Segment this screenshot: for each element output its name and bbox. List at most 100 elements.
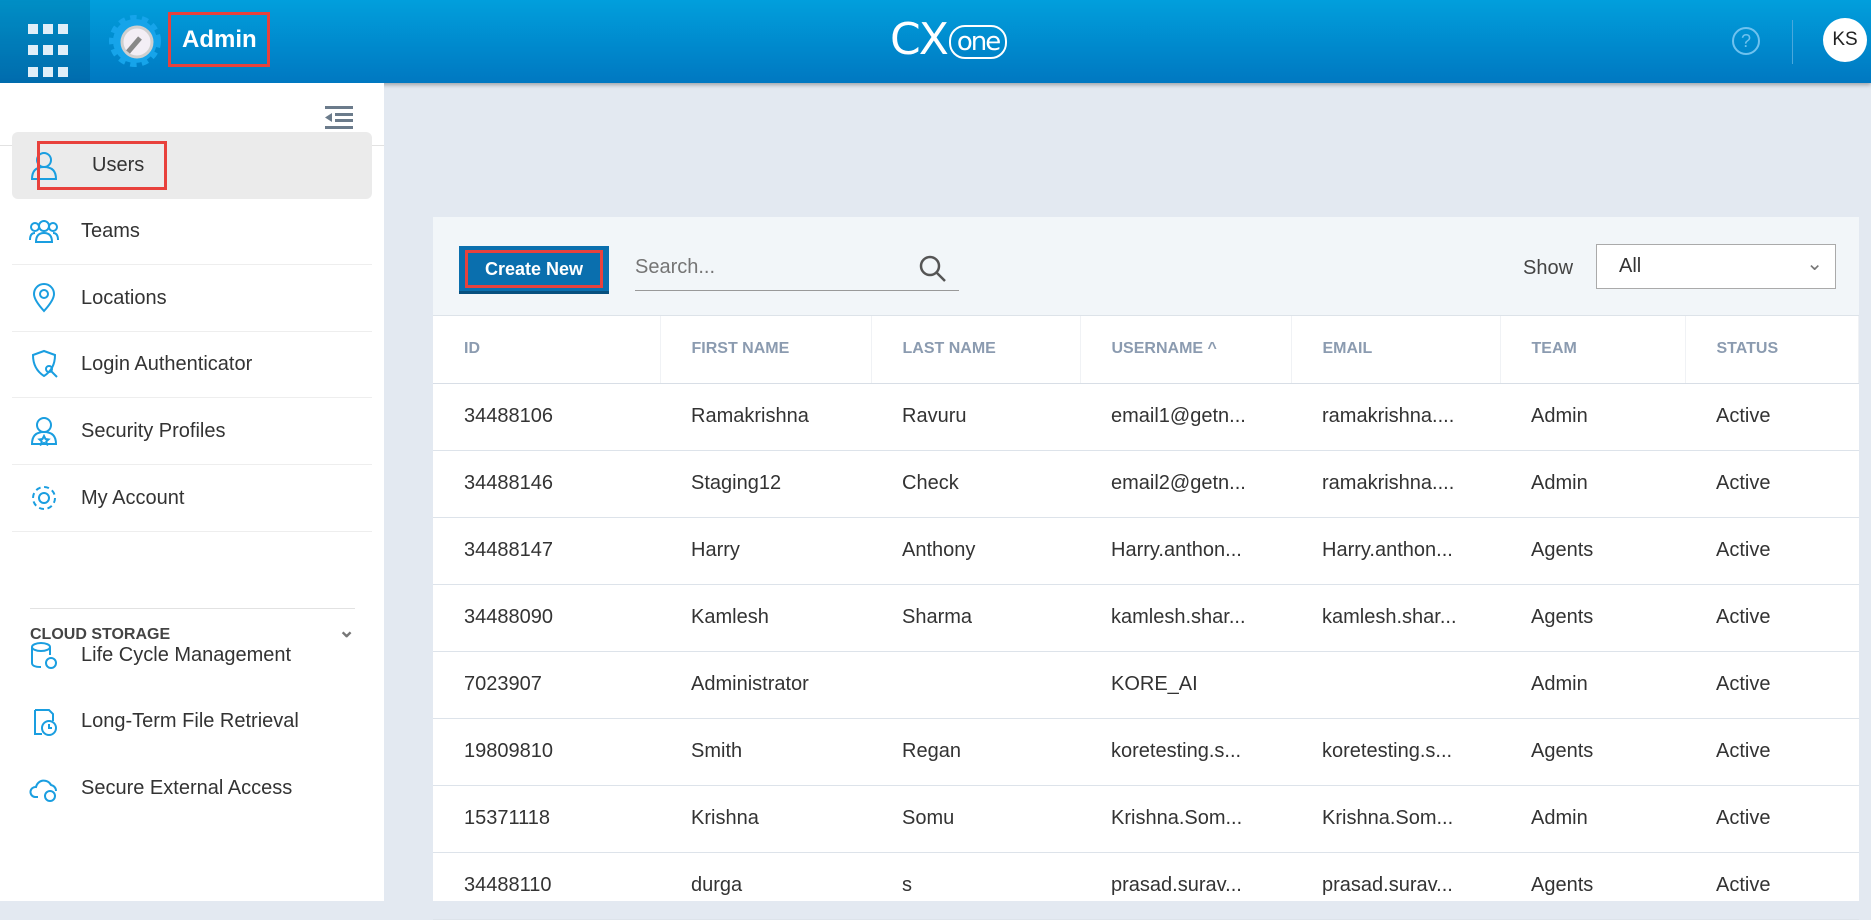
cloud-storage-section[interactable]: CLOUD STORAGE ⌄ <box>30 610 355 643</box>
table-cell: Harry.anthon... <box>1291 517 1500 585</box>
sidebar-item-label: Long-Term File Retrieval <box>81 710 299 732</box>
table-row[interactable]: 34488147 Harry Anthony Harry.anthon... Harry… <box>433 517 1859 585</box>
sidebar-item-label: Security Profiles <box>81 419 226 442</box>
section-label: CLOUD STORAGE <box>30 626 171 643</box>
table-cell: kamlesh.shar... <box>1291 584 1500 652</box>
avatar[interactable]: KS <box>1823 18 1867 62</box>
sidebar-item-label: My Account <box>81 486 185 509</box>
table-row[interactable]: 15371118 Krishna Somu Krishna.Som... Krishna… <box>433 785 1859 853</box>
table-cell: Ramakrishna <box>660 383 871 451</box>
cxone-logo: CX one <box>890 14 1008 65</box>
table-cell: Krishna.Som... <box>1080 785 1291 853</box>
file-clock-icon <box>34 708 57 736</box>
table-cell: Smith <box>660 718 871 786</box>
logo-sub: one <box>948 25 1008 59</box>
column-header[interactable]: FIRST NAME <box>660 316 872 384</box>
table-cell: Active <box>1685 718 1859 786</box>
sidebar-item-security-profiles[interactable]: Security Profiles <box>12 398 372 465</box>
teams-icon <box>29 220 59 243</box>
table-cell: Ravuru <box>871 383 1080 451</box>
table-row[interactable]: 7023907 Administrator KORE_AI Admin Active <box>433 651 1859 719</box>
table-cell: prasad.surav... <box>1080 852 1291 920</box>
table-cell: 7023907 <box>433 651 660 719</box>
top-bar: Admin CX one ? KS <box>0 0 1871 83</box>
column-header[interactable]: USERNAME ^ <box>1080 316 1292 384</box>
table-cell: Administrator <box>660 651 871 719</box>
sidebar-item-locations[interactable]: Locations <box>12 265 372 332</box>
search-icon[interactable] <box>919 255 947 283</box>
table-cell: Admin <box>1500 450 1685 518</box>
sidebar-item-label: Login Authenticator <box>81 352 253 375</box>
show-value: All <box>1619 255 1642 277</box>
table-cell: ramakrishna.... <box>1291 383 1500 451</box>
table-cell: Active <box>1685 852 1859 920</box>
divider <box>30 608 355 609</box>
sidebar-item-secure-external-access[interactable]: Secure External Access <box>12 755 372 822</box>
table-cell: prasad.surav... <box>1291 852 1500 920</box>
show-label: Show <box>1523 257 1574 279</box>
table-row[interactable]: 34488090 Kamlesh Sharma kamlesh.shar... kaml… <box>433 584 1859 652</box>
table-cell: Active <box>1685 785 1859 853</box>
column-header[interactable]: LAST NAME <box>871 316 1081 384</box>
column-header[interactable]: STATUS <box>1685 316 1859 384</box>
cloud-gear-icon <box>29 779 58 802</box>
table-cell: 34488147 <box>433 517 660 585</box>
table-row[interactable]: 19809810 Smith Regan koretesting.s... korete… <box>433 718 1859 786</box>
table-cell <box>871 651 1080 719</box>
app-launcher-icon[interactable] <box>0 0 90 83</box>
column-header[interactable]: EMAIL <box>1291 316 1501 384</box>
app-title: Admin <box>168 12 270 67</box>
sidebar-item-label: Teams <box>81 219 140 242</box>
sidebar-item-my-account[interactable]: My Account <box>12 465 372 532</box>
column-header[interactable]: TEAM <box>1500 316 1686 384</box>
column-header[interactable]: ID <box>433 316 661 384</box>
database-gear-icon <box>31 641 57 669</box>
table-cell: 34488090 <box>433 584 660 652</box>
table-cell: Somu <box>871 785 1080 853</box>
table-cell: email1@getn... <box>1080 383 1291 451</box>
table-cell: 34488146 <box>433 450 660 518</box>
sidebar-item-teams[interactable]: Teams <box>12 198 372 265</box>
search-input[interactable] <box>635 245 915 289</box>
divider <box>1792 20 1793 64</box>
table-cell: Admin <box>1500 785 1685 853</box>
show-select[interactable]: All ⌄ <box>1596 244 1836 289</box>
table-row[interactable]: 34488110 durga s prasad.surav... prasad.sura… <box>433 852 1859 920</box>
sidebar-item-label: Life Cycle Management <box>81 644 292 666</box>
chevron-down-icon[interactable]: ⌄ <box>338 620 355 642</box>
table-row[interactable]: 34488146 Staging12 Check email2@getn... rama… <box>433 450 1859 518</box>
sidebar-item-login-authenticator[interactable]: Login Authenticator <box>12 331 372 398</box>
admin-gear-icon <box>109 15 161 67</box>
sidebar-item-life-cycle-management[interactable]: Life Cycle Management <box>12 622 372 689</box>
location-pin-icon <box>32 283 56 313</box>
gear-icon <box>32 486 56 510</box>
table-cell: Staging12 <box>660 450 871 518</box>
table-cell: koretesting.s... <box>1291 718 1500 786</box>
table-cell: kamlesh.shar... <box>1080 584 1291 652</box>
table-cell: 34488106 <box>433 383 660 451</box>
table-cell: 19809810 <box>433 718 660 786</box>
table-row[interactable]: 34488106 Ramakrishna Ravuru email1@getn... r… <box>433 383 1859 451</box>
sidebar-item-label: Users <box>37 141 168 190</box>
search-box <box>635 245 959 291</box>
table-cell: Agents <box>1500 718 1685 786</box>
table-cell: Regan <box>871 718 1080 786</box>
table-cell: Harry <box>660 517 871 585</box>
collapse-sidebar-icon[interactable] <box>325 105 353 129</box>
table-cell: Active <box>1685 517 1859 585</box>
table-cell: 34488110 <box>433 852 660 920</box>
security-profile-icon <box>30 417 58 446</box>
sidebar-item-label: Locations <box>81 286 167 309</box>
sidebar-item-long-term-file-retrieval[interactable]: Long-Term File Retrieval <box>12 688 372 755</box>
table-cell <box>1291 651 1500 719</box>
table-cell: durga <box>660 852 871 920</box>
table-cell: email2@getn... <box>1080 450 1291 518</box>
sidebar: Users Teams Locations Login Authenticator Se… <box>0 83 384 901</box>
chevron-down-icon: ⌄ <box>1806 253 1823 275</box>
sidebar-item-users[interactable]: Users <box>12 132 372 199</box>
create-new-button[interactable]: Create New <box>459 246 609 294</box>
table-cell: Anthony <box>871 517 1080 585</box>
help-icon[interactable]: ? <box>1732 27 1760 55</box>
table-cell: Sharma <box>871 584 1080 652</box>
